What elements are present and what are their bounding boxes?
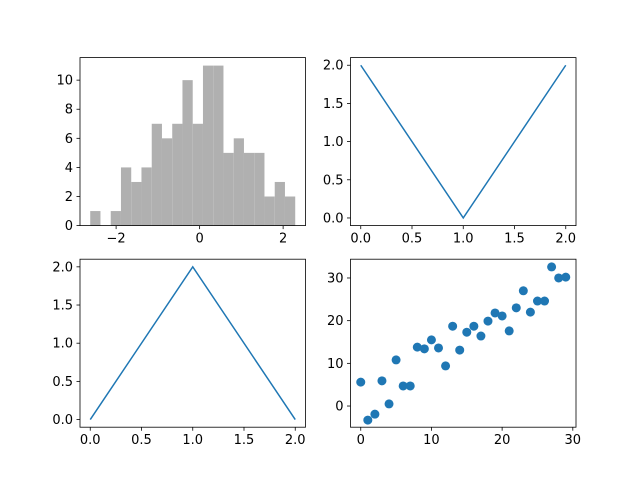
point <box>377 376 387 386</box>
point <box>497 311 507 321</box>
bar <box>90 211 101 226</box>
point <box>398 381 408 391</box>
point <box>554 273 564 283</box>
bar <box>202 65 214 226</box>
y-tick-label: 4 <box>65 161 73 176</box>
y-tick-label: 2.0 <box>323 59 344 74</box>
point <box>384 399 394 409</box>
x-tick-label: 30 <box>565 433 582 448</box>
axes-frame <box>79 258 306 428</box>
x-tick-label: 1.5 <box>234 433 255 448</box>
x-tick-label: 1.0 <box>182 433 203 448</box>
y-tick-label: 20 <box>327 314 344 329</box>
bar <box>243 152 255 226</box>
point <box>504 326 514 336</box>
point <box>540 296 550 306</box>
axes-frame <box>350 57 577 226</box>
x-tick-label: 10 <box>423 433 440 448</box>
point <box>469 321 479 331</box>
point <box>462 327 472 337</box>
point <box>441 361 451 371</box>
bar <box>120 167 132 226</box>
point <box>434 343 444 353</box>
point <box>363 415 373 425</box>
axes-frame <box>79 57 306 226</box>
x-tick-label: 0.0 <box>80 433 101 448</box>
point <box>370 409 380 419</box>
point <box>532 296 542 306</box>
x-tick-label: 0 <box>195 232 203 247</box>
point <box>525 307 535 317</box>
y-tick-label: 2 <box>65 190 73 205</box>
bar <box>141 167 152 226</box>
point <box>511 303 521 313</box>
bar <box>213 65 224 226</box>
y-tick-label: 30 <box>327 271 344 286</box>
x-tick-label: 2 <box>279 232 287 247</box>
x-tick-label: 20 <box>494 433 511 448</box>
y-tick-label: 6 <box>65 132 73 147</box>
bar <box>254 152 265 226</box>
y-tick-label: 0.0 <box>52 413 73 428</box>
y-tick-label: 0 <box>335 400 343 415</box>
line <box>360 64 567 220</box>
line <box>89 265 296 420</box>
point <box>426 335 436 345</box>
point <box>518 286 528 296</box>
bar <box>172 123 183 226</box>
y-tick-label: 8 <box>65 103 73 118</box>
point <box>547 262 557 272</box>
y-tick-label: 0.0 <box>323 211 344 226</box>
axes-frame <box>350 258 577 428</box>
y-tick-label: 1.0 <box>323 135 344 150</box>
point <box>561 272 571 282</box>
y-tick-label: 2.0 <box>52 260 73 275</box>
x-tick-label: 2.0 <box>555 232 576 247</box>
bar <box>151 123 162 226</box>
y-tick-label: 10 <box>327 357 344 372</box>
bar <box>182 80 193 226</box>
bar <box>233 138 244 226</box>
bar <box>110 211 121 226</box>
point <box>412 342 422 352</box>
bar <box>161 138 173 226</box>
x-tick-label: −2 <box>107 232 126 247</box>
point <box>455 345 465 355</box>
point <box>490 308 500 318</box>
x-tick-label: 0.5 <box>131 433 152 448</box>
point <box>419 344 429 354</box>
y-tick-label: 0.5 <box>52 375 73 390</box>
y-tick-label: 0.5 <box>323 173 344 188</box>
bar <box>274 181 285 226</box>
x-tick-label: 0.5 <box>402 232 423 247</box>
x-tick-label: 2.0 <box>285 433 306 448</box>
bar <box>264 196 275 226</box>
point <box>405 381 415 391</box>
point <box>448 321 458 331</box>
bar <box>192 123 203 226</box>
point <box>483 316 493 326</box>
x-tick-label: 0 <box>357 433 365 448</box>
point <box>476 331 486 341</box>
x-tick-label: 1.0 <box>453 232 474 247</box>
point <box>391 355 401 365</box>
bar <box>131 181 142 226</box>
y-tick-label: 0 <box>65 219 73 234</box>
y-tick-label: 1.5 <box>323 97 344 112</box>
y-tick-label: 10 <box>56 74 73 89</box>
y-tick-label: 1.0 <box>52 337 73 352</box>
bar <box>284 196 296 226</box>
bar <box>223 152 234 226</box>
x-tick-label: 0.0 <box>350 232 371 247</box>
x-tick-label: 1.5 <box>504 232 525 247</box>
point <box>356 377 366 387</box>
y-tick-label: 1.5 <box>52 299 73 314</box>
